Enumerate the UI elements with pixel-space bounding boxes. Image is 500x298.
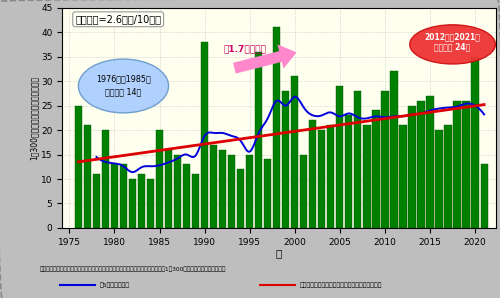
Bar xyxy=(390,71,398,228)
Bar xyxy=(454,101,460,228)
Bar xyxy=(364,125,370,228)
Bar xyxy=(183,164,190,228)
Bar xyxy=(237,169,244,228)
Text: ：長期変化傾向（この期間の平均的な変化傾向）: ：長期変化傾向（この期間の平均的な変化傾向） xyxy=(300,283,382,288)
Bar xyxy=(264,159,272,228)
Bar xyxy=(408,105,416,228)
Bar xyxy=(291,76,298,228)
Bar xyxy=(228,155,235,228)
Bar xyxy=(138,174,145,228)
Bar xyxy=(147,179,154,228)
Bar xyxy=(174,155,181,228)
Bar xyxy=(354,91,362,228)
Ellipse shape xyxy=(78,59,168,113)
Y-axis label: 1，300地点あたりの発生回数（回）: 1，300地点あたりの発生回数（回） xyxy=(29,76,38,160)
Bar xyxy=(436,130,442,228)
Bar xyxy=(165,150,172,228)
Bar xyxy=(418,101,424,228)
Bar xyxy=(426,96,434,228)
X-axis label: 年: 年 xyxy=(276,248,282,258)
Bar xyxy=(318,130,326,228)
Bar xyxy=(480,164,488,228)
Bar xyxy=(201,42,208,228)
Bar xyxy=(246,155,254,228)
Text: 【凡例】棒グラフ（緑）：各年の年間発生回数（全国のアメダスによる観測値を1，300地点あたりに換算した値）: 【凡例】棒グラフ（緑）：各年の年間発生回数（全国のアメダスによる観測値を1，30… xyxy=(40,267,226,272)
Bar xyxy=(444,125,452,228)
Bar xyxy=(462,101,469,228)
Bar xyxy=(84,125,91,228)
Text: 平均：約 24回: 平均：約 24回 xyxy=(434,42,470,51)
Bar xyxy=(219,150,226,228)
Ellipse shape xyxy=(410,25,496,64)
Bar xyxy=(75,105,82,228)
Bar xyxy=(210,145,217,228)
Bar xyxy=(111,164,118,228)
Bar xyxy=(129,179,136,228)
Bar xyxy=(255,52,262,228)
Text: ：5年移動平均値: ：5年移動平均値 xyxy=(100,283,130,288)
Bar xyxy=(336,86,344,228)
Bar xyxy=(472,57,478,228)
Bar xyxy=(273,27,280,228)
Text: 平均：約 14回: 平均：約 14回 xyxy=(106,87,142,96)
Bar xyxy=(156,130,163,228)
Bar xyxy=(309,120,316,228)
Text: トレンド=2.6（回/10年）: トレンド=2.6（回/10年） xyxy=(75,14,161,24)
Text: 約1.7倍に増加: 約1.7倍に増加 xyxy=(224,45,266,54)
Bar xyxy=(400,125,406,228)
Bar xyxy=(346,115,352,228)
Bar xyxy=(300,155,308,228)
Bar xyxy=(120,164,127,228)
Bar xyxy=(192,174,199,228)
Text: 1976年～1985年: 1976年～1985年 xyxy=(96,74,151,83)
Bar xyxy=(382,91,388,228)
Text: 2012年～2021年: 2012年～2021年 xyxy=(424,32,480,41)
Bar xyxy=(282,91,290,228)
Bar xyxy=(372,111,380,228)
Bar xyxy=(102,130,109,228)
Bar xyxy=(93,174,100,228)
Bar xyxy=(327,125,334,228)
